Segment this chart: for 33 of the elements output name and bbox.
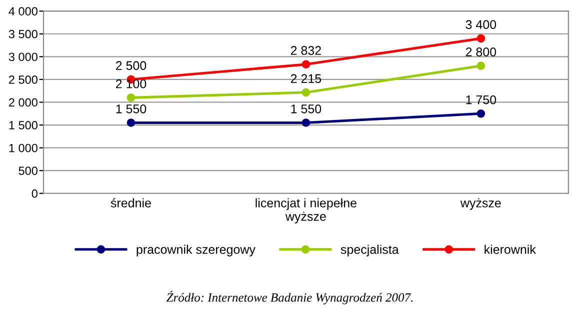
- data-label: 2 832: [290, 46, 321, 55]
- data-label: 2 800: [466, 48, 496, 56]
- x-tick-label: wyższe: [460, 198, 501, 210]
- data-label: 2 500: [116, 61, 146, 70]
- y-tick-label: 3 000: [8, 52, 38, 62]
- data-label: 1 550: [291, 104, 322, 114]
- point: [302, 118, 310, 127]
- point: [476, 62, 486, 70]
- data-label: 1 550: [116, 104, 146, 114]
- y-tick-label: 0: [32, 189, 38, 198]
- text: Źródło: Internetowe Badanie Wynagrodzeń 2007.: [166, 290, 413, 304]
- y-tick-label: 3 500: [8, 30, 38, 38]
- data-label: 3 400: [466, 20, 496, 30]
- y-tick-label: 2 500: [9, 75, 38, 84]
- x-tick-label: licencjat i niepełne wyższe: [256, 198, 356, 224]
- y-tick-label: 4 000: [8, 7, 38, 16]
- point: [126, 118, 136, 127]
- legend-label: kierownik: [484, 244, 536, 254]
- data-label: 2 215: [290, 74, 322, 84]
- y-tick-label: 1 000: [9, 144, 38, 152]
- data-label: 1 750: [466, 95, 496, 104]
- legend-label: pracownik szeregowy: [136, 244, 256, 256]
- point: [476, 34, 486, 43]
- data-label: 2 100: [116, 79, 146, 88]
- point: [302, 88, 310, 97]
- legend-label: specjalista: [340, 244, 399, 256]
- y-tick-label: 1 500: [9, 121, 38, 130]
- y-tick-label: 500: [18, 166, 38, 175]
- y-tick-label: 2 000: [9, 98, 38, 107]
- point: [302, 60, 310, 68]
- point: [126, 94, 136, 102]
- x-tick-label: średnie: [110, 198, 151, 208]
- point: [476, 109, 486, 118]
